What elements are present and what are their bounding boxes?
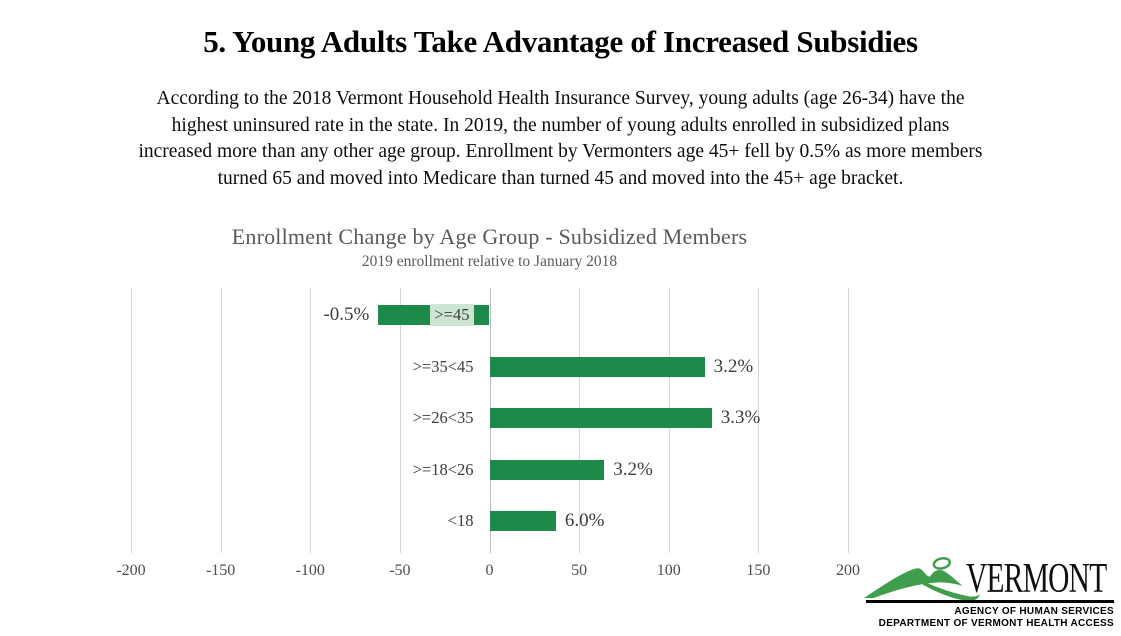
x-axis-tick-label: 150 bbox=[746, 562, 771, 579]
value-label: -0.5% bbox=[323, 304, 370, 325]
value-label: 3.3% bbox=[720, 407, 761, 428]
page-title: 5. Young Adults Take Advantage of Increa… bbox=[203, 24, 918, 59]
mountain-shape bbox=[863, 568, 963, 599]
x-axis-tick-label: 50 bbox=[571, 562, 588, 579]
x-axis-tick-label: -100 bbox=[295, 562, 325, 579]
logo-department-line: DEPARTMENT OF VERMONT HEALTH ACCESS bbox=[878, 618, 1114, 629]
plot-area: -200 -150 -100 -50 0 50 100 150 200 >=45 -0.5% >=35… bbox=[116, 288, 860, 579]
x-axis-tick-label: -50 bbox=[389, 562, 411, 579]
category-label: >=35<45 bbox=[412, 356, 474, 376]
logo-wordmark: VERMONT bbox=[966, 556, 1107, 602]
bar bbox=[489, 511, 556, 531]
category-label: >=26<35 bbox=[412, 408, 474, 427]
gridline bbox=[848, 288, 849, 553]
intro-paragraph: According to the 2018 Vermont Household … bbox=[138, 88, 983, 189]
swoosh-shape bbox=[922, 581, 980, 601]
vermont-logo: VERMONT AGENCY OF HUMAN SERVICES DEPARTM… bbox=[858, 556, 1116, 634]
value-label: 3.2% bbox=[713, 355, 754, 377]
gridline bbox=[310, 288, 312, 553]
category-label: >=45 bbox=[430, 304, 474, 326]
gridline bbox=[399, 288, 401, 553]
chart-subtitle: 2019 enrollment relative to January 2018 bbox=[361, 253, 618, 270]
x-axis-tick-label: -200 bbox=[116, 562, 146, 579]
logo-rule bbox=[866, 600, 1114, 603]
x-axis-tick-label: 200 bbox=[836, 562, 860, 579]
gridline bbox=[758, 288, 760, 553]
x-axis-tick-label: 100 bbox=[656, 562, 681, 579]
bar bbox=[489, 356, 705, 377]
bar bbox=[489, 459, 605, 480]
chart-title: Enrollment Change by Age Group - Subsidi… bbox=[231, 224, 748, 249]
category-label: >=18<26 bbox=[412, 459, 474, 479]
oval-ring bbox=[932, 557, 952, 570]
gridline bbox=[131, 288, 132, 553]
category-label: <18 bbox=[447, 511, 474, 530]
logo-agency-line: AGENCY OF HUMAN SERVICES bbox=[954, 606, 1114, 617]
value-label: 3.2% bbox=[613, 458, 653, 480]
x-axis-tick-label: 0 bbox=[485, 562, 494, 579]
x-axis-tick-label: -150 bbox=[205, 562, 236, 579]
gridline bbox=[220, 288, 222, 553]
bar bbox=[489, 408, 712, 428]
value-label: 6.0% bbox=[564, 510, 605, 531]
